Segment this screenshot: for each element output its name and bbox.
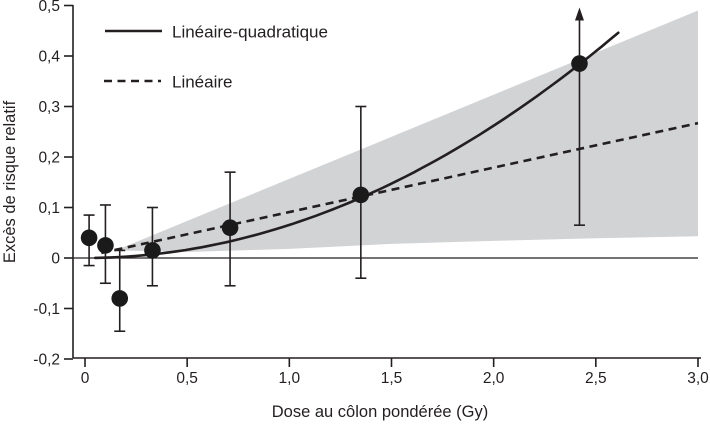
linear-fit-line — [101, 121, 699, 255]
data-point — [111, 290, 129, 307]
data-point — [144, 242, 161, 259]
y-tick-label: 0,3 — [38, 99, 60, 116]
data-point-group — [221, 171, 239, 287]
legend-label-linear-quadratic: Linéaire-quadratique — [172, 23, 328, 42]
data-point-group — [352, 105, 370, 280]
x-tick-label: 2,0 — [483, 370, 505, 387]
data-point-group — [111, 249, 129, 333]
x-tick-label: 0,5 — [176, 370, 198, 387]
data-point-group — [571, 7, 588, 226]
x-tick-label: 3,0 — [687, 370, 709, 387]
data-point — [571, 55, 588, 72]
legend: Linéaire-quadratique Linéaire — [104, 23, 328, 92]
confidence-band-layer — [115, 10, 698, 252]
data-points-layer — [80, 7, 588, 333]
y-axis-title: Excès de risque relatif — [1, 100, 19, 263]
y-tick-label: 0,5 — [38, 0, 60, 15]
y-tick-label: -0,2 — [33, 352, 60, 369]
y-tick-label: -0,1 — [33, 301, 60, 318]
y-tick-label: 0,4 — [38, 49, 60, 66]
y-tick-label: 0 — [51, 251, 60, 268]
data-point — [97, 237, 114, 254]
x-tick-label: 1,0 — [279, 370, 301, 387]
x-tick-label: 2,5 — [585, 370, 607, 387]
axes-layer: 0,5 0,4 0,3 0,2 0,1 0 -0,1 -0,2 0 0,5 1,0 1,5 2,0 2,5… — [33, 0, 709, 387]
data-point — [352, 186, 370, 204]
data-point-group — [80, 214, 98, 267]
legend-label-linear: Linéaire — [172, 73, 233, 92]
x-axis-title: Dose au côlon pondérée (Gy) — [272, 403, 488, 421]
y-tick-label: 0,1 — [38, 200, 60, 217]
x-tick-label: 1,5 — [381, 370, 403, 387]
data-point-group — [97, 204, 114, 285]
data-point — [221, 219, 239, 236]
y-tick-label: 0,2 — [38, 150, 60, 167]
confidence-band — [115, 10, 698, 252]
x-tick-label: 0 — [81, 370, 90, 387]
data-point-group — [144, 206, 161, 287]
arrow-up-icon — [574, 7, 584, 21]
data-point — [80, 229, 98, 247]
